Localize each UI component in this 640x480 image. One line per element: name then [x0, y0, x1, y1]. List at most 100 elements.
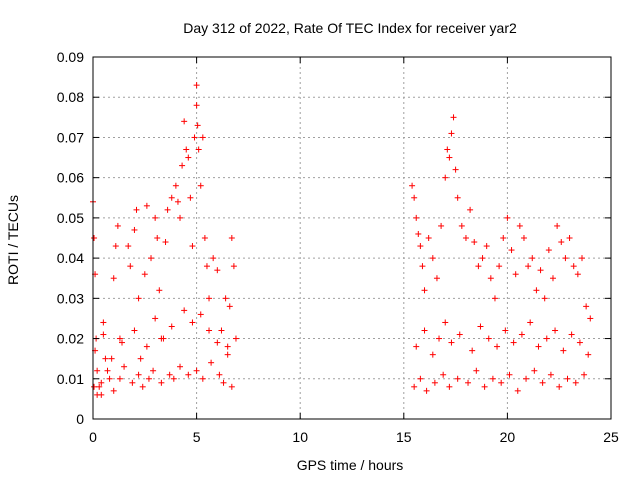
data-point [541, 295, 548, 302]
data-point [419, 263, 426, 270]
data-point [129, 379, 136, 386]
data-point [529, 255, 536, 262]
data-point [197, 182, 204, 189]
data-point [145, 375, 152, 382]
data-point [224, 351, 231, 358]
data-point [116, 335, 123, 342]
y-tick-label: 0.08 [57, 89, 84, 105]
data-point [166, 371, 173, 378]
data-point [193, 367, 200, 374]
data-point [193, 102, 200, 109]
data-point [558, 239, 565, 246]
data-point [471, 239, 478, 246]
data-point [446, 383, 453, 390]
data-point [458, 222, 465, 229]
data-point [570, 263, 577, 270]
data-point [98, 379, 105, 386]
data-point [491, 295, 498, 302]
data-point [527, 319, 534, 326]
data-point [214, 267, 221, 274]
data-point [108, 355, 115, 362]
data-point [160, 335, 167, 342]
data-point [119, 339, 126, 346]
data-point [562, 255, 569, 262]
data-point [566, 235, 573, 241]
data-point [197, 311, 204, 318]
data-point [479, 255, 486, 262]
data-point [127, 263, 134, 270]
data-point [168, 323, 175, 330]
data-point [156, 287, 163, 294]
data-point [440, 371, 447, 378]
data-point [523, 375, 530, 382]
data-point [194, 122, 201, 129]
data-point [135, 295, 142, 302]
data-point [549, 275, 556, 282]
data-point [504, 214, 511, 221]
data-point [537, 267, 544, 274]
data-point [413, 343, 420, 350]
data-point [170, 375, 177, 382]
data-point [116, 375, 123, 382]
data-point [137, 355, 144, 362]
data-point [139, 383, 146, 390]
x-tick-label: 0 [89, 429, 97, 445]
x-tick-label: 15 [396, 429, 412, 445]
data-point [456, 331, 463, 338]
data-point [448, 130, 455, 137]
data-point [187, 194, 194, 201]
data-points [90, 82, 594, 398]
data-point [179, 162, 186, 169]
data-point [421, 327, 428, 334]
data-point [481, 383, 488, 390]
data-point [110, 387, 117, 394]
data-point [224, 343, 231, 350]
data-point [222, 295, 229, 302]
data-point [104, 367, 111, 374]
data-point [199, 375, 206, 382]
data-point [433, 275, 440, 282]
data-point [545, 247, 552, 254]
data-point [554, 222, 561, 229]
data-point [181, 307, 188, 314]
data-point [158, 379, 165, 386]
data-point [220, 379, 227, 386]
data-point [462, 235, 469, 241]
data-point [133, 206, 140, 213]
data-point [131, 327, 138, 334]
data-point [496, 263, 503, 270]
data-point [512, 271, 519, 278]
y-tick-label: 0.01 [57, 371, 84, 387]
data-point [226, 303, 233, 310]
data-point [442, 174, 449, 181]
data-point [191, 134, 198, 141]
data-point [429, 351, 436, 358]
data-point [195, 146, 202, 153]
data-point [587, 315, 594, 322]
data-point [143, 343, 150, 350]
y-tick-label: 0.07 [57, 129, 84, 145]
data-point [485, 335, 492, 342]
x-tick-label: 25 [603, 429, 619, 445]
y-axis-title: ROTI / TECUs [5, 195, 21, 285]
data-point [510, 339, 517, 346]
data-point [446, 154, 453, 161]
axis-ticks [92, 56, 612, 420]
data-point [572, 379, 579, 386]
data-point [535, 343, 542, 350]
data-point [568, 331, 575, 338]
data-point [201, 235, 208, 241]
data-point [216, 371, 223, 378]
data-point [206, 295, 213, 302]
data-point [450, 114, 457, 121]
data-point [560, 347, 567, 354]
data-point [454, 194, 461, 201]
data-point [206, 327, 213, 334]
data-point [162, 239, 169, 246]
data-point [465, 379, 472, 386]
data-point [125, 243, 132, 250]
data-point [574, 271, 581, 278]
data-point [100, 331, 107, 338]
data-point [177, 363, 184, 370]
data-point [516, 222, 523, 229]
